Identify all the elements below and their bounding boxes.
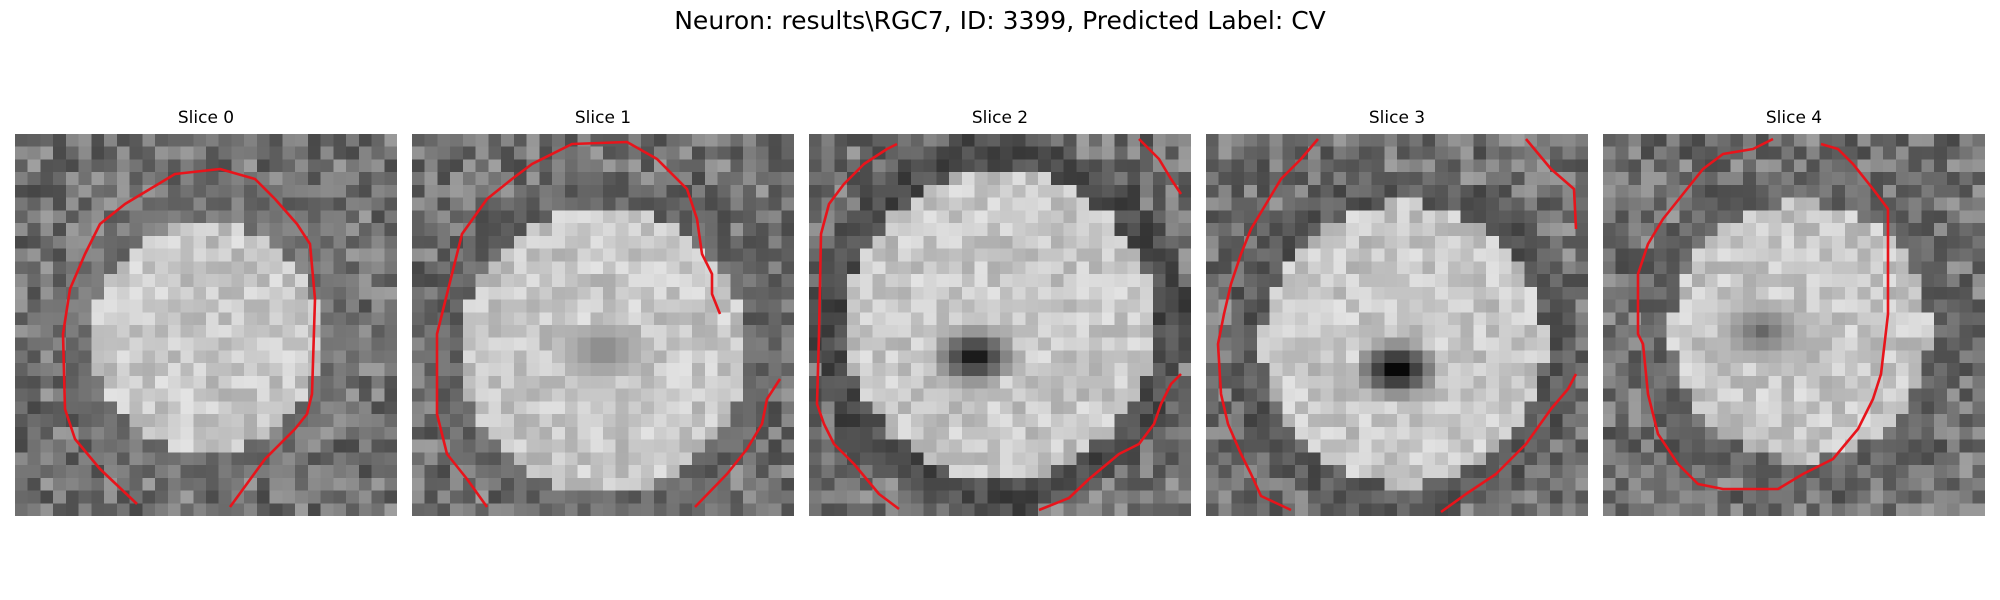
slice-4-title: Slice 4 bbox=[1765, 108, 1823, 128]
slice-1-title: Slice 1 bbox=[574, 108, 632, 128]
slice-2-image bbox=[809, 134, 1191, 516]
slice-3-title: Slice 3 bbox=[1368, 108, 1426, 128]
slice-4-panel bbox=[1603, 134, 1985, 516]
slice-2-title: Slice 2 bbox=[971, 108, 1029, 128]
slice-1-panel bbox=[412, 134, 794, 516]
slice-4-contour bbox=[1636, 137, 1890, 491]
slice-0-panel bbox=[15, 134, 397, 516]
slice-3-contour bbox=[1216, 138, 1578, 514]
slice-4-image bbox=[1603, 134, 1985, 516]
slice-1-image bbox=[412, 134, 794, 516]
slice-0-contour bbox=[61, 167, 317, 508]
slice-0-title: Slice 0 bbox=[177, 108, 235, 128]
slice-3-panel bbox=[1206, 134, 1588, 516]
slice-1-contour bbox=[435, 140, 782, 508]
figure-title: Neuron: results\RGC7, ID: 3399, Predicte… bbox=[674, 6, 1326, 35]
slice-0-image bbox=[15, 134, 397, 516]
slice-2-panel bbox=[809, 134, 1191, 516]
slice-2-contour bbox=[815, 138, 1183, 512]
